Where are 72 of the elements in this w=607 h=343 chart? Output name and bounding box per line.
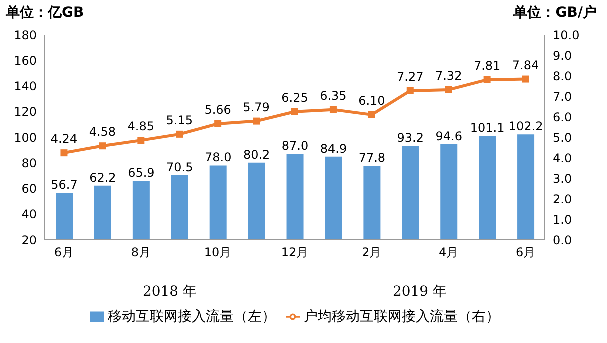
data-label: 77.8 [358, 150, 386, 165]
point [522, 76, 530, 83]
point [60, 150, 68, 157]
data-label: 4.58 [89, 125, 116, 140]
data-label: 7.32 [435, 68, 462, 83]
data-label: 7.84 [512, 58, 540, 72]
y-tick-label: 160 [14, 54, 37, 68]
data-label: 6.35 [320, 88, 347, 103]
x-tick-label: 8月 [131, 246, 151, 260]
y-tick-label: 60 [22, 182, 37, 196]
y-axis-title: 单位：亿GB [6, 4, 84, 22]
x-tick-label: 4月 [439, 246, 459, 260]
data-label: 56.7 [51, 178, 78, 192]
point [253, 118, 260, 125]
y2-tick-label: 5.0 [553, 130, 572, 145]
point [292, 108, 298, 116]
y2-tick-label: 0.0 [553, 233, 572, 248]
point [138, 137, 145, 144]
y2-tick-label: 8.0 [553, 69, 572, 84]
data-label: 93.2 [397, 131, 424, 146]
data-label: 4.24 [50, 132, 78, 146]
y2-axis-title: 单位：GB/户 [514, 4, 597, 22]
data-label: 65.9 [128, 166, 155, 180]
data-label: 4.85 [128, 120, 155, 134]
point [214, 120, 222, 128]
data-label: 87.0 [282, 139, 309, 154]
point [330, 106, 337, 114]
text: 2018 年 [142, 283, 198, 301]
y-tick-label: 140 [14, 80, 37, 94]
point [484, 76, 491, 84]
data-label: 62.2 [90, 170, 116, 185]
y2-tick-label: 9.0 [553, 48, 572, 63]
y-tick-label: 20 [22, 233, 37, 248]
legend-label: 移动互联网接入流量（左） [108, 309, 276, 325]
x-tick-label: 6月 [54, 246, 74, 260]
y2-tick-label: 4.0 [553, 151, 572, 166]
y2-tick-label: 1.0 [553, 212, 572, 227]
data-label: 5.79 [243, 100, 270, 114]
data-label: 6.25 [282, 90, 308, 105]
point [99, 142, 106, 150]
data-label: 70.5 [166, 160, 194, 174]
y-tick-label: 80 [22, 156, 37, 170]
x-tick-label: 12月 [281, 246, 309, 260]
y2-tick-label: 10.0 [553, 28, 580, 42]
y-tick-label: 100 [14, 130, 37, 145]
data-label: 80.2 [243, 148, 270, 162]
y2-tick-label: 3.0 [553, 172, 572, 186]
text: 2019 年 [392, 283, 448, 301]
point [176, 130, 184, 138]
data-label: 78.0 [204, 150, 232, 165]
data-label: 7.27 [397, 70, 424, 84]
x-tick-label: 10月 [204, 246, 232, 260]
point [406, 87, 414, 94]
y2-tick-label: 6.0 [553, 110, 572, 124]
y-tick-label: 40 [22, 208, 37, 222]
point [445, 86, 452, 94]
data-label: 102.2 [508, 120, 544, 134]
point [368, 111, 376, 118]
data-label: 7.81 [474, 58, 501, 73]
data-label: 101.1 [470, 121, 505, 136]
data-label: 6.10 [358, 94, 386, 108]
x-tick-label: 2月 [362, 246, 382, 260]
y2-tick-label: 7.0 [553, 90, 572, 104]
data-label: 84.9 [320, 142, 348, 156]
data-label: 94.6 [436, 129, 462, 144]
y-tick-label: 120 [14, 105, 37, 120]
data-label: 5.15 [166, 113, 193, 128]
y-tick-label: 180 [14, 28, 37, 42]
legend-label: 户均移动互联网接入流量（右） [304, 309, 500, 325]
data-label: 5.66 [204, 102, 232, 117]
x-tick-label: 6月 [516, 246, 536, 260]
y2-tick-label: 2.0 [553, 192, 572, 206]
